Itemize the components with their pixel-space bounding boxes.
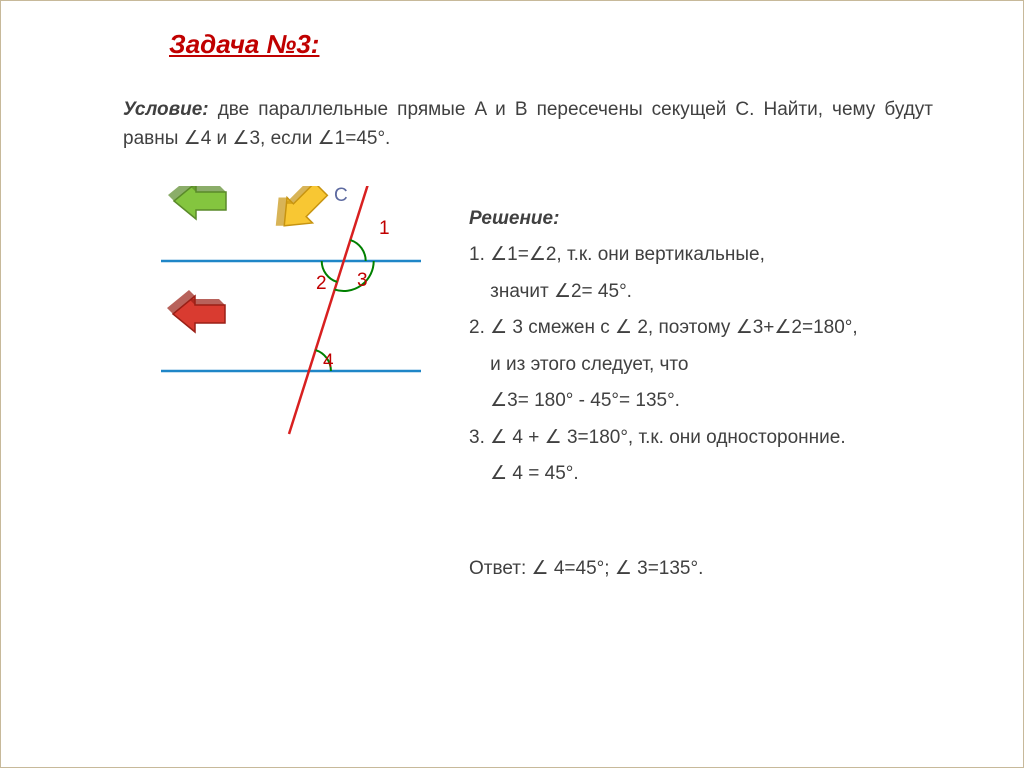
solution-line: значит ∠2= 45°. <box>469 274 963 310</box>
diagram-label-1: 1 <box>379 218 390 240</box>
solution-line: ∠3= 180° - 45°= 135°. <box>469 383 963 419</box>
geometry-diagram: 1 2 3 4 C <box>121 186 441 476</box>
condition-text: две параллельные прямые A и B пересечены… <box>123 99 933 149</box>
problem-condition: Условие: две параллельные прямые A и B п… <box>123 95 933 154</box>
solution-label: Решение: <box>469 201 963 237</box>
solution-line: 1. ∠1=∠2, т.к. они вертикальные, <box>469 237 963 273</box>
diagram-label-3: 3 <box>357 270 368 292</box>
solution-block: Решение: 1. ∠1=∠2, т.к. они вертикальные… <box>469 201 963 493</box>
solution-line: 2. ∠ 3 смежен с ∠ 2, поэтому ∠3+∠2=180°, <box>469 310 963 346</box>
solution-line: ∠ 4 = 45°. <box>469 456 963 492</box>
diagram-label-2: 2 <box>316 273 327 295</box>
condition-label: Условие: <box>123 99 209 120</box>
problem-title: Задача №3: <box>169 29 319 60</box>
answer-line: Ответ: ∠ 4=45°; ∠ 3=135°. <box>469 557 703 580</box>
diagram-label-C: C <box>334 185 348 207</box>
solution-line: 3. ∠ 4 + ∠ 3=180°, т.к. они односторонни… <box>469 420 963 456</box>
solution-line: и из этого следует, что <box>469 347 963 383</box>
diagram-label-4: 4 <box>323 351 334 373</box>
